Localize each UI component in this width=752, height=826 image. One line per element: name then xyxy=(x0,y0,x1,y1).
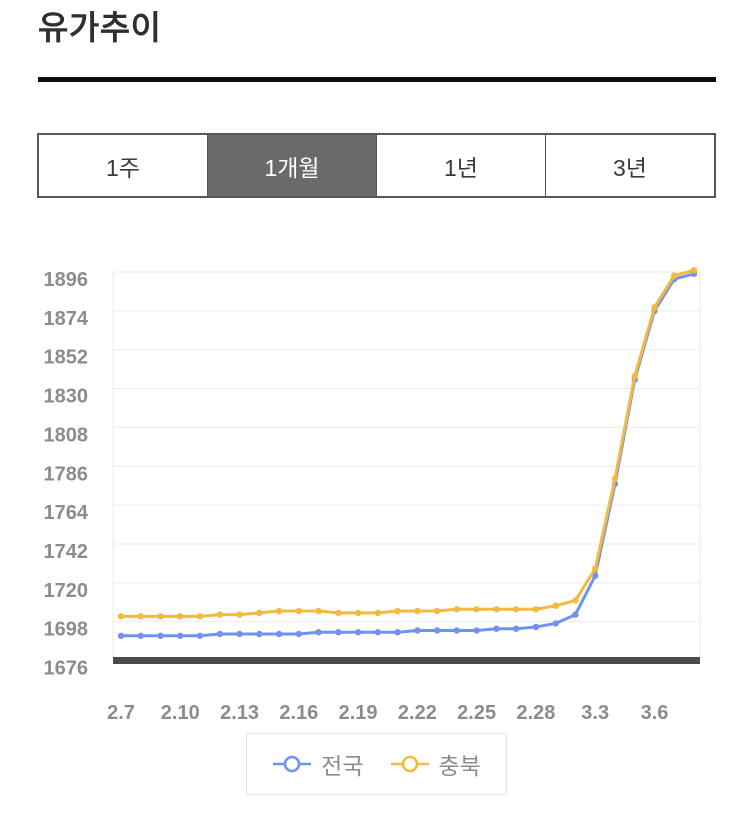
tab-1week[interactable]: 1주 xyxy=(39,135,207,196)
data-point-national-2.17[interactable] xyxy=(315,629,322,636)
y-axis-tick-label-1698: 1698 xyxy=(44,619,89,641)
tab-1year[interactable]: 1년 xyxy=(376,135,545,196)
x-axis-tick-label-2.19: 2.19 xyxy=(339,702,378,724)
y-axis-tick-label-1764: 1764 xyxy=(44,502,89,524)
y-axis-tick-label-1676: 1676 xyxy=(44,658,89,680)
data-point-chungbuk-2.18[interactable] xyxy=(335,609,342,617)
data-point-national-2.9[interactable] xyxy=(157,632,164,639)
data-point-national-2.22[interactable] xyxy=(414,627,421,634)
y-axis-tick-label-1786: 1786 xyxy=(44,463,89,485)
data-point-chungbuk-2.14[interactable] xyxy=(256,609,263,617)
x-axis-tick-label-2.13: 2.13 xyxy=(220,702,259,724)
data-point-chungbuk-2.15[interactable] xyxy=(275,607,283,615)
data-point-national-2.10[interactable] xyxy=(177,632,184,639)
series-national[interactable] xyxy=(117,270,698,639)
data-point-national-3.1[interactable] xyxy=(552,620,559,627)
legend-label-national: 전국 xyxy=(321,753,364,779)
data-point-national-2.26[interactable] xyxy=(493,625,500,632)
data-point-national-2.25[interactable] xyxy=(473,627,480,634)
y-axis-tick-label-1742: 1742 xyxy=(44,541,89,563)
x-axis-tick-label-2.7: 2.7 xyxy=(107,702,135,724)
data-point-national-2.7[interactable] xyxy=(117,632,125,639)
y-axis-tick-label-1852: 1852 xyxy=(44,347,89,369)
x-axis-tick-label-2.22: 2.22 xyxy=(398,702,437,724)
x-axis-tick-label-2.10: 2.10 xyxy=(161,702,200,724)
data-point-chungbuk-3.6[interactable] xyxy=(651,304,658,311)
period-tab-bar: 1주 1개월 1년 3년 xyxy=(37,133,716,198)
data-point-chungbuk-3.3[interactable] xyxy=(592,565,599,572)
y-axis-tick-label-1808: 1808 xyxy=(44,424,89,446)
data-point-national-2.23[interactable] xyxy=(433,627,441,634)
data-point-chungbuk-2.20[interactable] xyxy=(374,609,382,617)
legend-item-chungbuk[interactable]: 충북 xyxy=(390,747,481,781)
data-point-chungbuk-3.4[interactable] xyxy=(611,475,619,482)
data-point-national-2.27[interactable] xyxy=(512,625,520,632)
x-axis-tick-label-2.28: 2.28 xyxy=(516,702,555,724)
data-point-national-2.15[interactable] xyxy=(275,630,283,638)
series-chungbuk[interactable] xyxy=(117,267,698,620)
series-line-national xyxy=(119,272,696,638)
data-point-national-2.28[interactable] xyxy=(532,623,540,631)
chart-legend: 전국 충북 xyxy=(246,733,507,795)
series-line-chungbuk xyxy=(119,268,696,618)
data-point-national-2.19[interactable] xyxy=(354,629,362,636)
data-point-chungbuk-2.17[interactable] xyxy=(315,607,322,615)
data-point-chungbuk-3.8[interactable] xyxy=(690,267,698,274)
oil-price-line-chart: 1896 1874 1852 1830 1808 1786 1764 1742 1720 1698… xyxy=(44,267,701,724)
data-point-chungbuk-3.2[interactable] xyxy=(572,597,579,604)
data-point-chungbuk-2.24[interactable] xyxy=(453,606,461,613)
data-point-chungbuk-2.21[interactable] xyxy=(394,607,401,615)
data-point-chungbuk-2.26[interactable] xyxy=(493,606,500,613)
legend-label-chungbuk: 충북 xyxy=(438,753,481,779)
x-axis-baseline xyxy=(113,657,700,664)
data-point-chungbuk-2.10[interactable] xyxy=(177,613,184,620)
data-point-national-2.16[interactable] xyxy=(295,630,303,638)
x-axis-tick-label-2.16: 2.16 xyxy=(279,702,318,724)
data-point-chungbuk-2.22[interactable] xyxy=(414,607,421,615)
data-point-chungbuk-2.9[interactable] xyxy=(157,613,164,620)
data-point-chungbuk-3.7[interactable] xyxy=(671,272,678,279)
data-point-chungbuk-3.5[interactable] xyxy=(631,372,638,380)
tab-1month[interactable]: 1개월 xyxy=(207,135,376,196)
y-axis-tick-label-1874: 1874 xyxy=(44,308,89,330)
page-title: 유가추이 xyxy=(38,9,162,46)
data-point-chungbuk-2.27[interactable] xyxy=(512,606,520,613)
y-axis-tick-label-1720: 1720 xyxy=(44,580,89,602)
y-axis-tick-label-1896: 1896 xyxy=(44,269,89,291)
data-point-national-2.12[interactable] xyxy=(216,630,223,638)
data-point-national-2.8[interactable] xyxy=(137,632,144,639)
data-point-chungbuk-2.8[interactable] xyxy=(137,613,144,620)
data-point-national-2.11[interactable] xyxy=(196,632,204,639)
legend-item-national[interactable]: 전국 xyxy=(272,747,364,781)
x-axis-tick-label-3.6: 3.6 xyxy=(641,702,669,724)
y-axis-tick-label-1830: 1830 xyxy=(44,386,89,408)
data-point-chungbuk-2.12[interactable] xyxy=(216,611,223,618)
data-point-chungbuk-2.28[interactable] xyxy=(532,606,540,613)
data-point-chungbuk-2.11[interactable] xyxy=(196,613,204,620)
data-point-chungbuk-2.25[interactable] xyxy=(473,606,480,613)
data-point-national-2.20[interactable] xyxy=(374,629,382,636)
data-point-chungbuk-2.13[interactable] xyxy=(236,611,243,618)
legend-line-marker-icon xyxy=(390,755,429,773)
data-point-national-3.2[interactable] xyxy=(572,611,579,618)
legend-line-marker-icon xyxy=(273,755,312,773)
x-axis-tick-label-2.25: 2.25 xyxy=(457,702,496,724)
x-axis-tick-label-3.3: 3.3 xyxy=(581,702,609,724)
data-point-national-2.21[interactable] xyxy=(394,629,401,636)
data-point-chungbuk-2.16[interactable] xyxy=(295,607,303,615)
title-divider xyxy=(38,77,716,82)
data-point-national-2.24[interactable] xyxy=(453,627,461,634)
data-point-national-3.3[interactable] xyxy=(592,572,599,579)
tab-3year[interactable]: 3년 xyxy=(545,135,714,196)
data-point-national-2.18[interactable] xyxy=(335,629,342,636)
data-point-national-2.13[interactable] xyxy=(236,630,243,638)
data-point-chungbuk-2.7[interactable] xyxy=(117,613,125,620)
data-point-chungbuk-2.23[interactable] xyxy=(433,607,441,615)
data-point-chungbuk-3.1[interactable] xyxy=(552,602,559,609)
data-point-national-2.14[interactable] xyxy=(256,630,263,638)
data-point-chungbuk-2.19[interactable] xyxy=(354,609,362,617)
